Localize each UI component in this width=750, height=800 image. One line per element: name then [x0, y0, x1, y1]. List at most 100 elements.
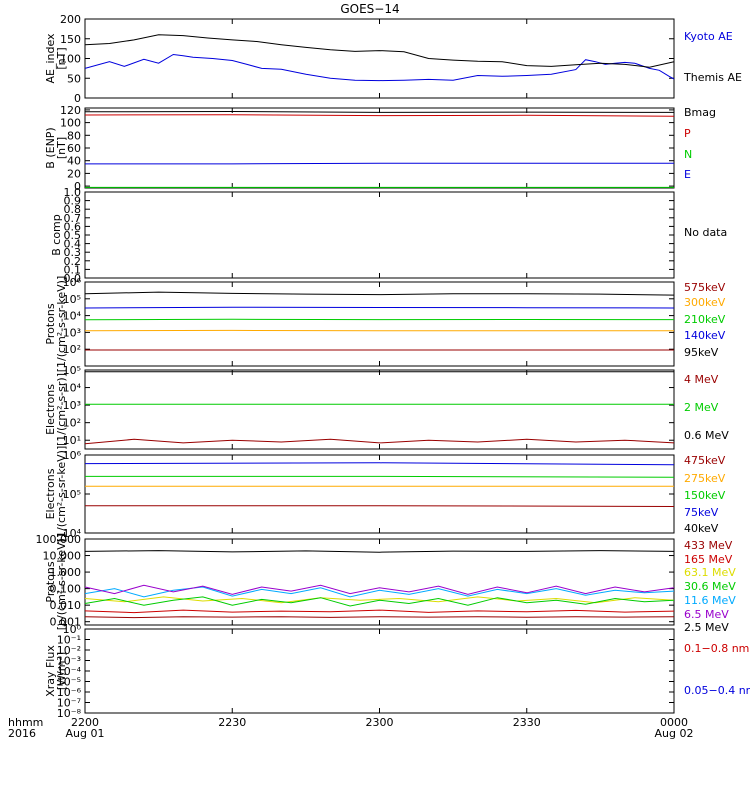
x-tick-label: 2330 [513, 716, 541, 729]
y-axis-label: Protons[1/(cm²-s-sr-keV)] [44, 276, 68, 373]
time-axis-unit-label: hhmm [8, 716, 43, 729]
y-tick-label: 1.0 [64, 186, 82, 199]
legend-label: 0.05−0.4 nm [684, 684, 750, 697]
series-line-11-6-mev [84, 586, 675, 598]
panel-protons_hepad: 0.0010.0100.1001.00010.000100.000Protons… [36, 533, 737, 634]
legend-label: Kyoto AE [684, 30, 733, 43]
legend-label: 475keV [684, 454, 726, 467]
time-axis-year-label: 2016 [8, 727, 36, 740]
y-tick-label: 1.000 [50, 566, 82, 579]
y-tick-label: 10⁵ [63, 488, 81, 501]
series-line-95kev [84, 291, 675, 296]
y-tick-label: 0.4 [64, 238, 82, 251]
y-tick-label: 0.6 [64, 220, 82, 233]
y-axis-label: Protons[p/(cm²-s-sr-keV)] [44, 534, 68, 631]
y-axis-label-line: Protons [44, 303, 57, 344]
legend-label: 6.5 MeV [684, 608, 729, 621]
y-tick-label: 0.3 [64, 246, 82, 259]
y-tick-label: 0.9 [64, 195, 82, 208]
y-axis-label-line: [nT] [55, 137, 68, 159]
y-tick-label: 10⁵ [63, 364, 81, 377]
series-line-475kev [85, 505, 675, 507]
y-axis-label-line: B comp [50, 214, 63, 256]
legend-label: 4 MeV [684, 373, 719, 386]
series-line-bmag [84, 110, 675, 113]
y-axis-label-line: AE_index [44, 33, 57, 84]
y-tick-label: 10³ [63, 326, 81, 339]
y-tick-label: 10⁶ [63, 276, 82, 289]
legend-label: 275keV [684, 472, 726, 485]
legend-label: 165 MeV [684, 553, 733, 566]
legend-label: Bmag [684, 106, 716, 119]
panel-frame [84, 191, 675, 279]
y-axis-label-line: [1/(cm²-s-sr-keV)] [55, 446, 68, 543]
y-tick-label: 0 [74, 180, 81, 193]
series-line-210kev [84, 318, 675, 321]
series-line-165-mev [84, 609, 675, 614]
y-tick-label: 120 [60, 104, 81, 117]
legend-label: 40keV [684, 522, 719, 535]
panel-b_comp: 0.00.10.20.30.40.50.60.70.80.91.0 B comp N… [50, 186, 727, 285]
y-tick-label: 10⁻⁸ [57, 707, 82, 720]
y-tick-label: 10¹ [63, 434, 81, 447]
y-tick-label: 20 [67, 167, 81, 180]
legend-label: 2.5 MeV [684, 621, 729, 634]
legend-label: P [684, 127, 691, 140]
series-line-150kev [85, 475, 675, 478]
x-tick-label: 2300 [366, 716, 394, 729]
y-tick-label: 0.8 [64, 203, 82, 216]
y-axis-label-line: [nT] [55, 47, 68, 69]
y-axis-label: AE_index[nT] [44, 33, 68, 84]
legend-label: 63.1 MeV [684, 566, 736, 579]
y-tick-label: 0.7 [64, 212, 82, 225]
legend-label: 0.1−0.8 nm [684, 642, 749, 655]
legend-label: 95keV [684, 346, 719, 359]
y-tick-label: 10⁻⁶ [57, 686, 82, 699]
legend-label: 433 MeV [684, 539, 733, 552]
y-axis-label: B comp [50, 214, 63, 256]
series-line-2-5-mev [84, 550, 675, 553]
y-tick-label: 150 [60, 33, 81, 46]
y-tick-label: 10⁴ [63, 527, 82, 540]
y-axis-label: Xray Flux[W/m²] [44, 645, 68, 697]
y-axis-label-line: B (ENP) [44, 127, 57, 168]
legend-label: No data [684, 226, 727, 239]
figure-title: GOES−14 [340, 2, 399, 16]
y-tick-label: 100 [60, 53, 81, 66]
y-tick-label: 50 [67, 72, 81, 85]
y-axis-label-line: [p/(cm²-s-sr-keV)] [55, 534, 68, 631]
y-axis-label-line: Electrons [44, 384, 57, 435]
y-tick-label: 10⁻³ [57, 655, 81, 668]
y-tick-label: 10⁻⁷ [57, 697, 81, 710]
y-tick-label: 0.0 [64, 272, 82, 285]
y-tick-label: 10⁻⁴ [57, 665, 82, 678]
legend-label: 11.6 MeV [684, 594, 736, 607]
y-axis-label: Electrons[1/(cm²-s-sr-keV)] [44, 446, 68, 543]
legend-label: 30.6 MeV [684, 580, 736, 593]
x-tick-date-label: Aug 02 [655, 727, 694, 740]
y-axis-label-line: [1/(cm²-s-sr)] [55, 373, 68, 446]
y-tick-label: 10⁻¹ [57, 634, 81, 647]
legend-label: 0.6 MeV [684, 429, 729, 442]
y-tick-label: 10⁰ [63, 623, 82, 636]
legend-label: 75keV [684, 506, 719, 519]
y-tick-label: 10³ [63, 399, 81, 412]
y-tick-label: 40 [67, 155, 81, 168]
legend-label: 140keV [684, 329, 726, 342]
panel-frame [84, 628, 675, 714]
legend-label: 2 MeV [684, 401, 719, 414]
y-tick-label: 100 [60, 117, 81, 130]
series-line-e [85, 162, 674, 165]
series-line-140kev [84, 306, 675, 309]
legend-label: 210keV [684, 313, 726, 326]
y-tick-label: 200 [60, 13, 81, 26]
y-tick-label: 0.010 [50, 599, 82, 612]
series-line-themis-ae [84, 34, 675, 68]
x-tick-date-label: Aug 01 [66, 727, 105, 740]
